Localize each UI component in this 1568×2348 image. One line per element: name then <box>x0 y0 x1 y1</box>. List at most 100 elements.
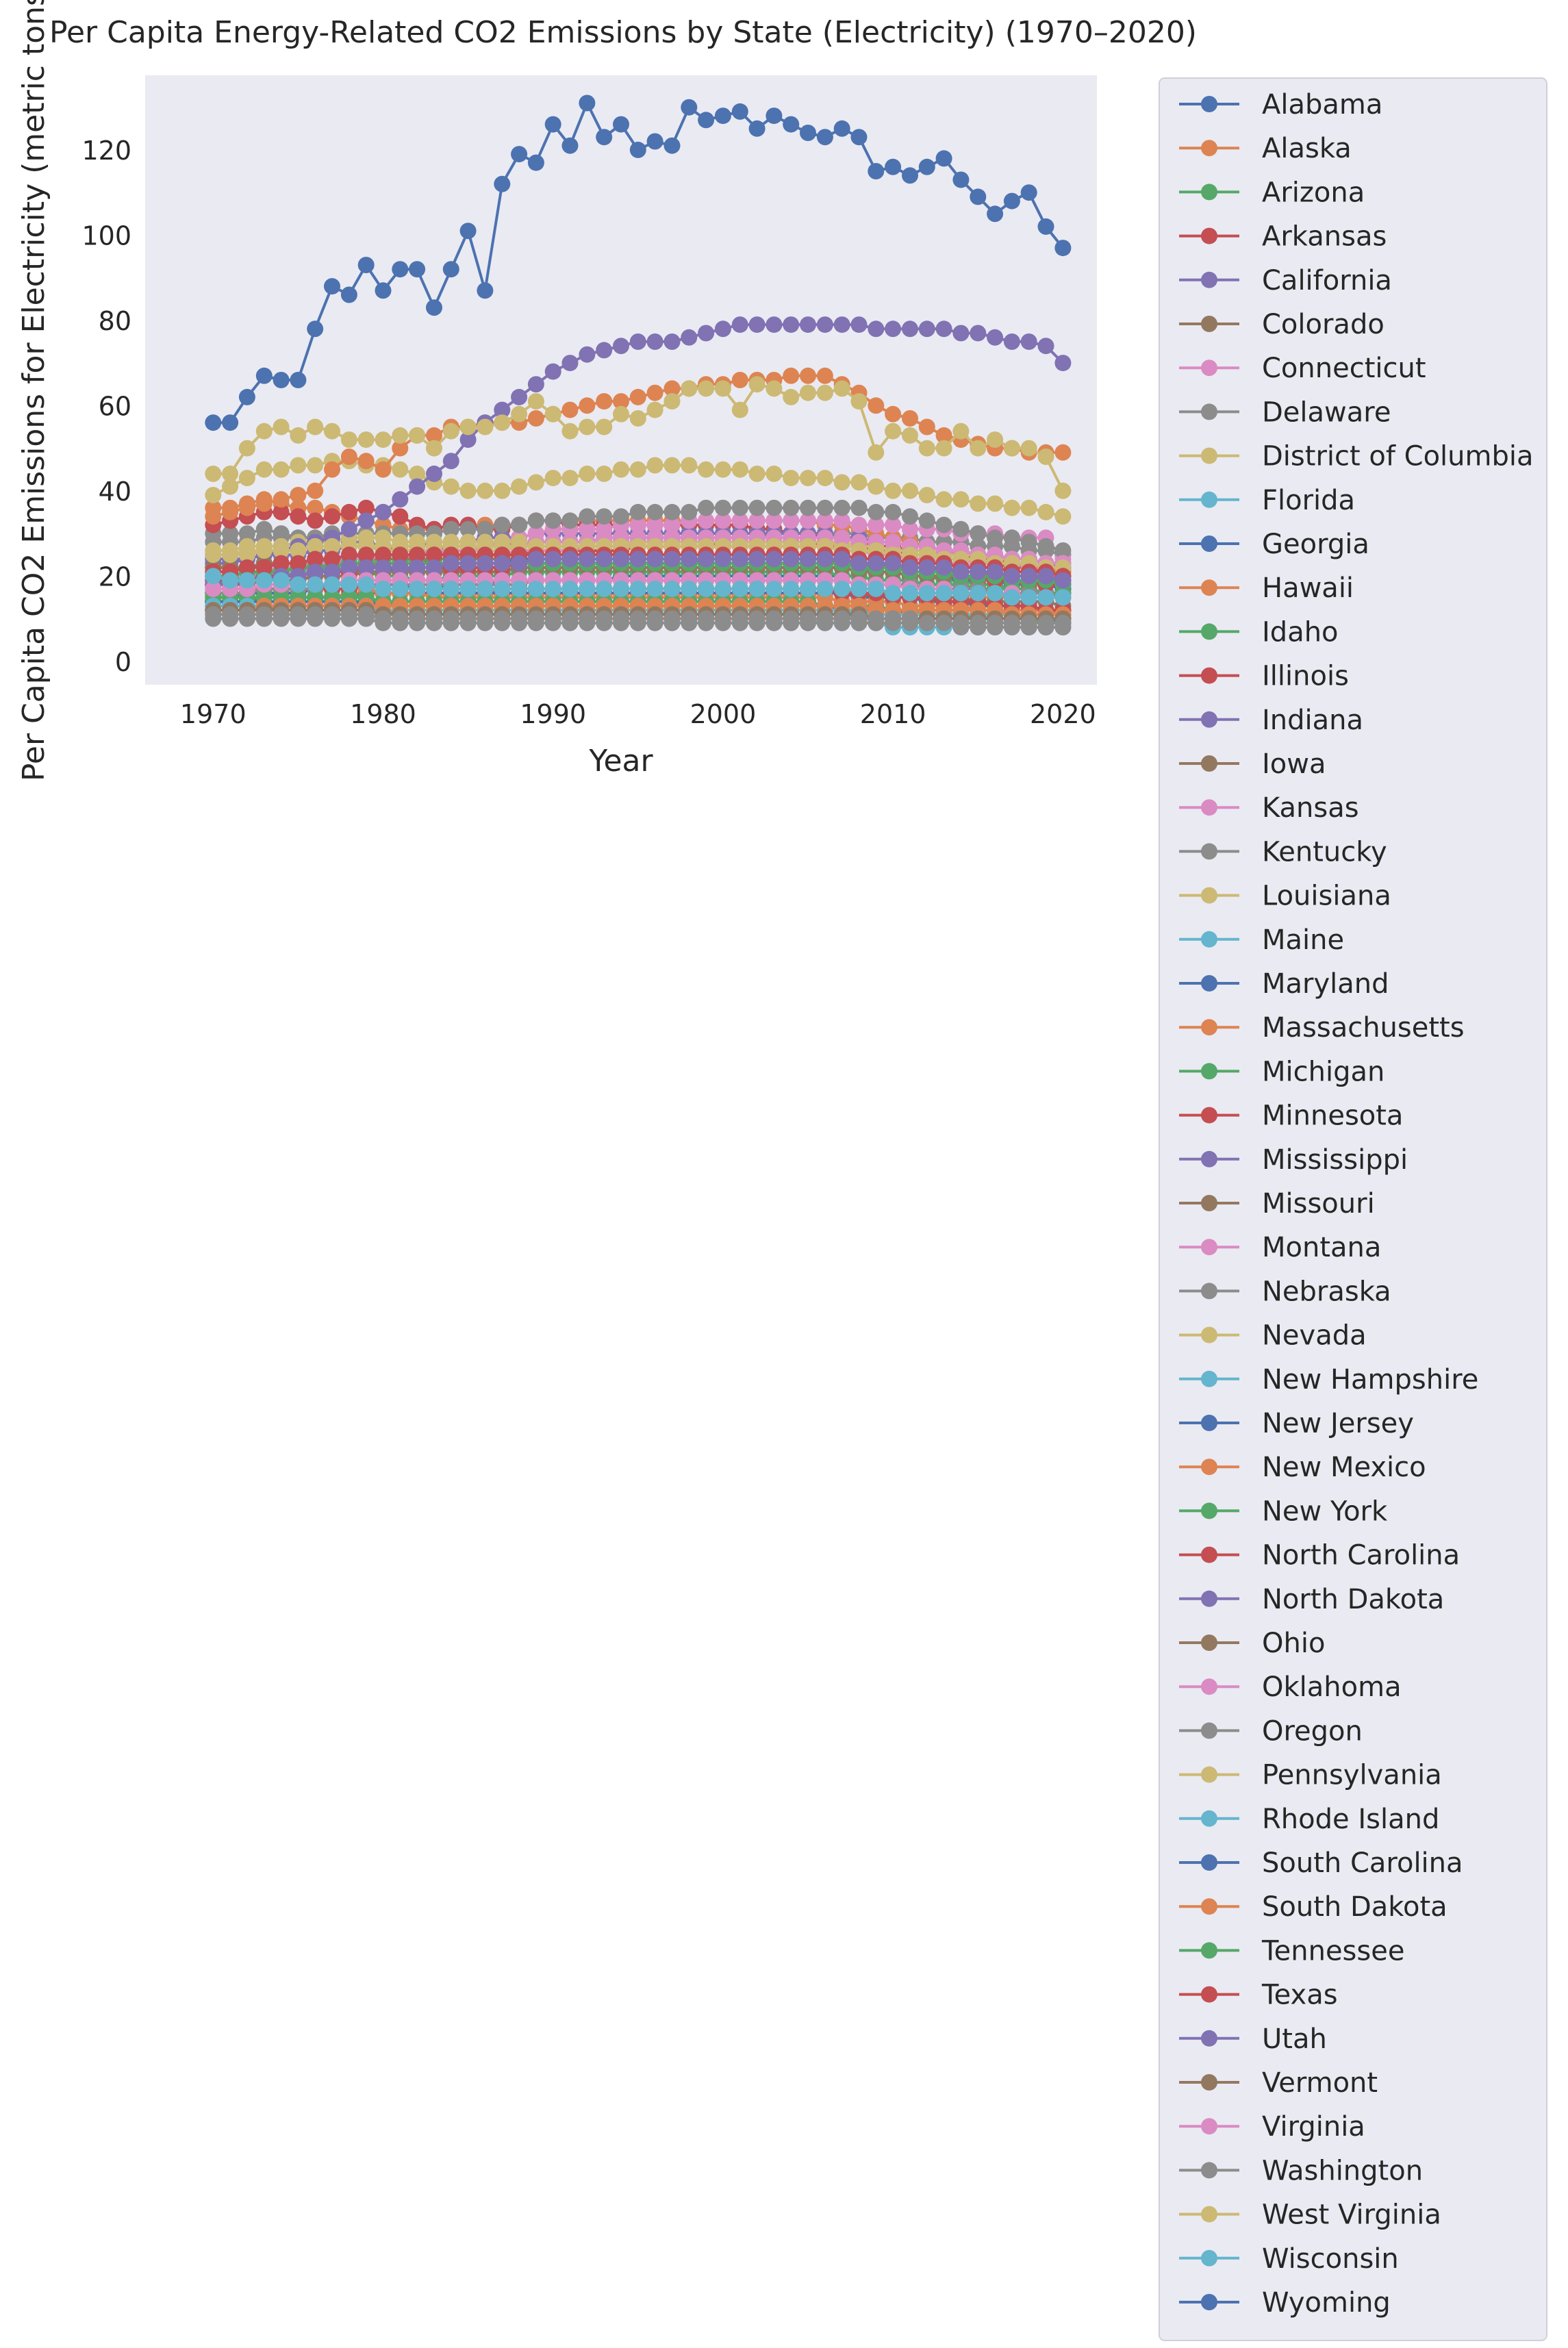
data-point <box>205 487 222 503</box>
data-point <box>833 499 850 516</box>
data-point <box>698 551 715 568</box>
data-point <box>952 491 970 508</box>
legend-item: Georgia <box>1179 529 1369 560</box>
data-point <box>459 610 477 627</box>
data-point <box>273 572 290 589</box>
data-point <box>375 610 392 627</box>
legend-item: Florida <box>1179 485 1355 516</box>
data-point <box>324 508 340 525</box>
legend-item: Vermont <box>1179 2067 1378 2099</box>
series-layer <box>205 94 1072 635</box>
legend-marker <box>1201 1326 1217 1343</box>
data-point <box>833 581 850 597</box>
data-point <box>511 516 528 533</box>
data-point <box>579 610 596 627</box>
legend-item: Nebraska <box>1179 1276 1391 1307</box>
data-point <box>1003 589 1020 606</box>
data-point <box>290 576 307 593</box>
data-point <box>375 559 392 576</box>
data-point <box>646 333 663 350</box>
legend-label: Montana <box>1262 1232 1381 1263</box>
data-point <box>902 508 918 525</box>
data-point <box>205 508 222 525</box>
data-point <box>918 440 935 457</box>
data-point <box>238 572 255 589</box>
data-point <box>731 551 748 568</box>
data-point <box>290 487 307 503</box>
data-point <box>290 508 307 525</box>
data-point <box>868 581 885 597</box>
legend-label: Texas <box>1261 1980 1338 2011</box>
data-point <box>681 503 698 520</box>
data-point <box>766 610 783 627</box>
data-point <box>596 418 613 435</box>
data-point <box>442 453 459 470</box>
data-point <box>970 188 987 205</box>
data-point <box>800 125 816 141</box>
data-point <box>273 606 290 623</box>
legend-label: Rhode Island <box>1262 1804 1439 1835</box>
data-point <box>459 418 477 435</box>
legend-item: South Dakota <box>1179 1891 1447 1923</box>
data-point <box>987 329 1004 346</box>
data-point <box>357 453 375 470</box>
data-point <box>222 546 239 564</box>
data-point <box>885 482 902 499</box>
x-tick-label: 2020 <box>1030 699 1096 729</box>
data-point <box>731 581 748 597</box>
legend-item: Connecticut <box>1179 353 1426 384</box>
data-point <box>273 542 290 559</box>
legend-marker <box>1201 316 1217 332</box>
data-point <box>918 158 935 175</box>
data-point <box>885 610 902 627</box>
data-point <box>459 223 477 240</box>
data-point <box>579 581 596 597</box>
data-point <box>561 401 579 418</box>
legend-label: Georgia <box>1262 529 1369 560</box>
data-point <box>477 520 494 538</box>
x-axis: 1970 1980 1990 2000 2010 2020 <box>180 699 1096 729</box>
data-point <box>850 474 868 491</box>
data-point <box>816 367 833 384</box>
data-point <box>935 440 952 457</box>
data-point <box>833 120 850 137</box>
legend-item: Rhode Island <box>1179 1804 1439 1835</box>
data-point <box>714 108 731 125</box>
data-point <box>357 499 375 516</box>
legend-marker <box>1201 931 1217 948</box>
data-point <box>698 461 715 478</box>
data-point <box>783 388 800 405</box>
data-point <box>340 503 357 520</box>
legend-label: Missouri <box>1262 1188 1375 1220</box>
data-point <box>1037 614 1054 631</box>
data-point <box>596 129 613 146</box>
data-point <box>714 610 731 627</box>
data-point <box>392 261 409 278</box>
data-point <box>375 461 392 478</box>
data-point <box>511 581 528 597</box>
legend-marker <box>1201 1150 1217 1167</box>
series-kentucky <box>205 499 1072 559</box>
data-point <box>613 405 629 422</box>
data-point <box>1003 529 1020 546</box>
data-point <box>850 555 868 572</box>
legend-marker <box>1201 1195 1217 1211</box>
data-point <box>222 414 239 431</box>
data-point <box>459 520 477 538</box>
data-point <box>1054 240 1072 257</box>
legend-marker <box>1201 2294 1217 2310</box>
data-point <box>527 474 544 491</box>
data-point <box>935 427 952 444</box>
data-point <box>663 333 681 350</box>
data-point <box>833 551 850 568</box>
legend-item: Ohio <box>1179 1628 1325 1659</box>
legend-marker <box>1201 1766 1217 1783</box>
data-point <box>511 388 528 405</box>
legend-marker <box>1201 1678 1217 1695</box>
legend-item: Nevada <box>1179 1320 1367 1352</box>
legend-marker <box>1201 579 1217 596</box>
legend-label: Vermont <box>1262 2067 1378 2099</box>
data-point <box>681 380 698 397</box>
data-point <box>902 410 918 427</box>
data-point <box>714 581 731 597</box>
